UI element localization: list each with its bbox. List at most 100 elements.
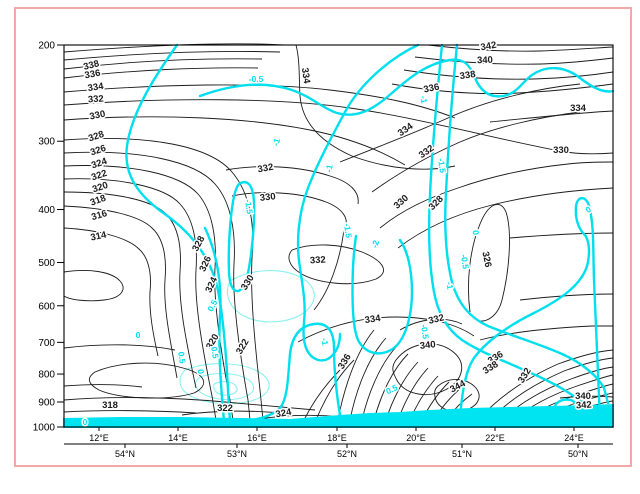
black-contour-label: 318 — [89, 193, 108, 209]
cyan-contour-label: 0.5 — [176, 351, 188, 364]
cyan-contour-label: 0.5 — [384, 382, 399, 396]
black-contour-label: 330 — [259, 191, 276, 204]
cyan-contour — [198, 58, 615, 116]
black-contour — [315, 359, 355, 421]
black-contour — [63, 50, 281, 61]
black-contour — [63, 227, 159, 357]
cyan-contour — [444, 43, 610, 405]
black-contour-label: 340 — [575, 391, 591, 402]
black-contour-label: 342 — [576, 399, 593, 411]
black-contour — [361, 345, 398, 421]
black-contour-label: 340 — [477, 55, 493, 67]
black-contour-label: 324 — [275, 407, 293, 421]
pressure-tick-label: 1000 — [33, 423, 56, 434]
cyan-contour — [227, 180, 256, 293]
cyan-contour-label: 0 — [471, 230, 482, 236]
black-contour-label: 340 — [419, 339, 436, 352]
black-contour — [63, 84, 456, 119]
cyan-contours — [62, 43, 615, 423]
black-contour-label: 332 — [88, 93, 105, 105]
cyan-contour-label: -1.5 — [436, 158, 448, 174]
black-contour — [397, 187, 614, 249]
black-contour-label: 322 — [234, 337, 251, 356]
axes: 200 300 400 500 600 700 800 900 1000 12°E 14°E 16°E… — [33, 41, 614, 459]
black-contour — [295, 44, 456, 170]
black-contour-label: 326 — [479, 251, 493, 269]
black-contour-label: 334 — [364, 313, 382, 326]
black-contour-label: 334 — [570, 103, 587, 114]
cyan-contour — [125, 43, 232, 423]
latitude-tick-label: 54°N — [115, 449, 135, 459]
cyan-contour-label: -1 — [270, 137, 282, 148]
black-contour-label: 342 — [480, 40, 498, 54]
black-contour-label: 328 — [87, 129, 105, 144]
light-cyan-contour — [213, 381, 238, 396]
black-contour-label: 332 — [427, 312, 445, 327]
cyan-contour-label: -0.5 — [249, 74, 264, 84]
black-contour — [231, 192, 347, 231]
black-contour-label: 332 — [257, 162, 275, 176]
cyan-contour — [351, 234, 414, 355]
black-contour-label: 330 — [392, 193, 411, 212]
pressure-tick-label: 800 — [38, 370, 55, 381]
black-contour — [479, 325, 613, 341]
black-contour — [349, 337, 387, 421]
cyan-contour-label: -0.5 — [459, 254, 471, 270]
black-contour — [489, 110, 614, 123]
black-contour — [63, 58, 263, 70]
cyan-contour — [203, 226, 226, 423]
longitude-tick-label: 20°E — [406, 433, 426, 443]
cyan-contour-label: -2 — [369, 239, 381, 250]
cyan-contour-label: 0 — [196, 369, 207, 375]
black-contour — [489, 357, 614, 421]
cyan-contour-label: 0.5 — [209, 346, 221, 359]
black-contour — [63, 67, 259, 79]
figure-border — [14, 7, 632, 467]
black-contour — [559, 395, 614, 399]
black-contour — [181, 410, 293, 416]
pressure-tick-label: 700 — [38, 338, 55, 349]
latitude-tick-label: 51°N — [452, 449, 472, 459]
black-contour-label: 338 — [459, 69, 476, 82]
longitude-tick-label: 12°E — [89, 433, 109, 443]
pressure-tick-label: 200 — [38, 41, 55, 52]
black-contour — [63, 116, 406, 166]
longitude-tick-label: 16°E — [247, 433, 267, 443]
black-contour-label: 334 — [396, 120, 416, 139]
black-contour-label: 332 — [310, 254, 327, 266]
black-contour — [225, 166, 359, 205]
black-contour — [519, 293, 614, 301]
black-contour — [63, 397, 316, 411]
black-contour — [63, 178, 217, 421]
black-contour-label: 334 — [87, 81, 105, 94]
pressure-tick-label: 400 — [38, 205, 55, 216]
black-contour — [63, 191, 197, 389]
black-contour — [63, 151, 251, 421]
black-contour — [288, 244, 384, 285]
black-contour-label: 334 — [299, 67, 312, 85]
longitude-tick-label: 24°E — [564, 433, 584, 443]
latitude-tick-label: 53°N — [227, 449, 247, 459]
longitude-tick-label: 22°E — [485, 433, 505, 443]
black-contour — [63, 410, 197, 414]
black-contour — [468, 203, 510, 322]
latitude-tick-label: 50°N — [568, 449, 588, 459]
black-contour-label: 336 — [423, 82, 441, 96]
cyan-contour — [296, 43, 420, 362]
black-contour-label: 322 — [217, 403, 233, 414]
black-contour — [297, 316, 475, 343]
black-contour-label: 314 — [90, 229, 108, 243]
black-contour — [337, 329, 375, 421]
black-contour-label: 336 — [84, 68, 102, 82]
black-contour-label: 330 — [553, 145, 569, 156]
latitude-tick-label: 52°N — [337, 449, 357, 459]
longitude-tick-label: 18°E — [327, 433, 347, 443]
pressure-tick-label: 600 — [38, 301, 55, 312]
black-contour — [63, 138, 264, 421]
pressure-tick-label: 300 — [38, 137, 55, 148]
longitude-tick-label: 14°E — [168, 433, 188, 443]
pressure-tick-label: 900 — [38, 397, 55, 408]
cyan-contour — [427, 43, 592, 422]
black-contours — [63, 43, 614, 421]
